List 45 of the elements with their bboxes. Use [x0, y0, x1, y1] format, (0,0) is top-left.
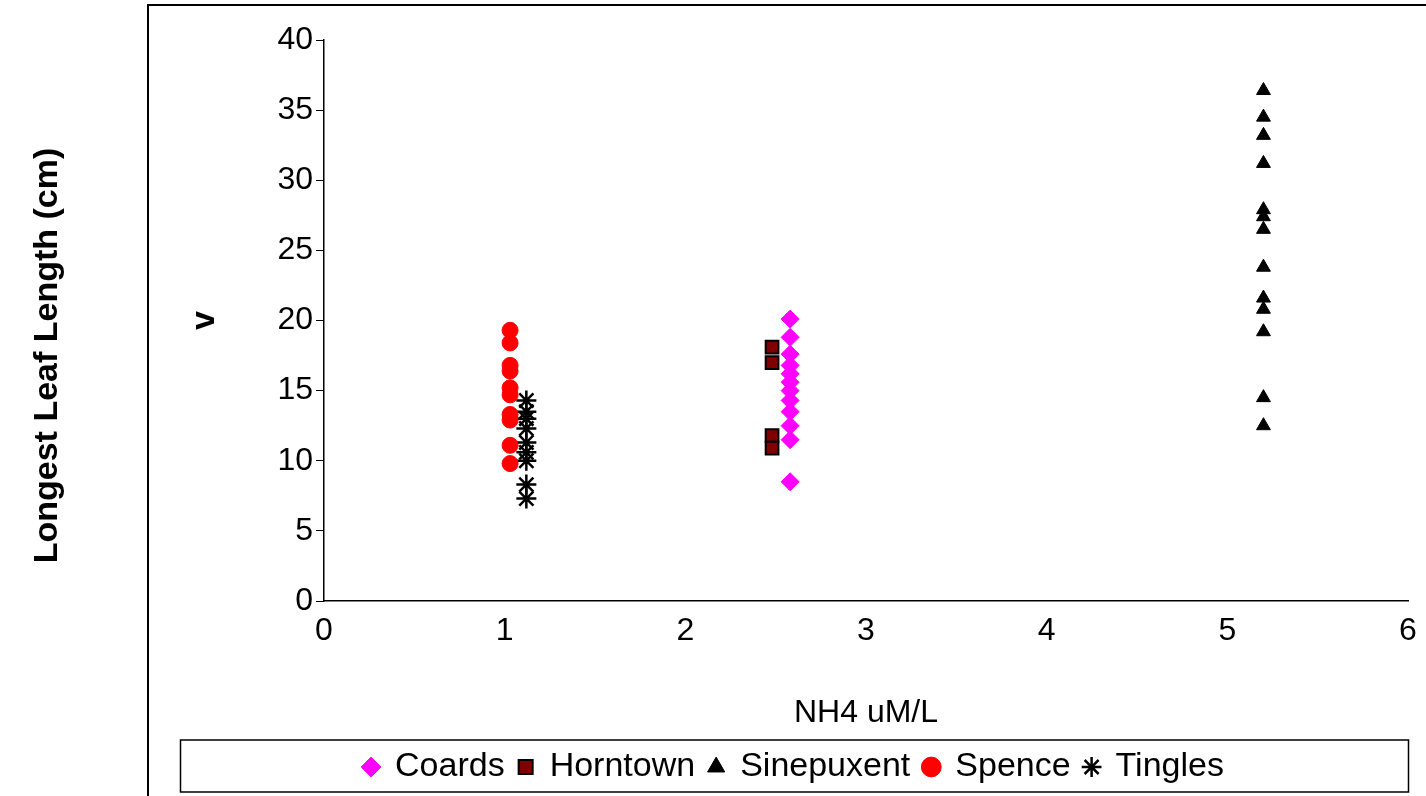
point — [1256, 289, 1271, 303]
x-tick-label: 4 — [1037, 611, 1056, 648]
y-tick-label: 30 — [277, 160, 313, 197]
y-tick-label: 25 — [277, 230, 313, 267]
x-axis-title: NH4 uM/L — [793, 692, 939, 729]
y-tick-label: 35 — [277, 89, 313, 126]
legend-label: Tingles — [1115, 745, 1224, 784]
y-tick-label: 10 — [277, 440, 313, 477]
point — [1256, 389, 1271, 403]
point — [501, 436, 519, 454]
y-tick-label: 5 — [295, 510, 313, 547]
point — [1256, 154, 1271, 168]
point — [1256, 417, 1271, 431]
point — [515, 487, 538, 510]
y-tick-label: 20 — [277, 300, 313, 337]
point — [764, 440, 780, 456]
y-tick-label: 0 — [295, 580, 313, 617]
point — [501, 455, 519, 473]
point — [780, 309, 800, 329]
point — [1256, 323, 1271, 337]
point — [780, 430, 800, 450]
point — [1256, 220, 1271, 234]
y-tick-label: 40 — [277, 19, 313, 56]
legend-label: Coards — [395, 745, 505, 784]
point — [1256, 108, 1271, 122]
point — [1256, 258, 1271, 272]
legend-label: Sinepuxent — [740, 745, 911, 784]
point — [501, 334, 519, 352]
x-tick-label: 3 — [857, 611, 875, 648]
legend-label: Spence — [955, 745, 1071, 784]
point — [1256, 126, 1271, 140]
text: Longest Leaf Length (cm) — [26, 147, 65, 564]
y-axis-title: v — [182, 310, 221, 330]
x-tick-label: 2 — [676, 611, 695, 648]
y-tick-label: 15 — [277, 370, 313, 407]
point — [764, 355, 780, 370]
x-tick-label: 1 — [495, 611, 514, 648]
x-tick-label: 5 — [1218, 611, 1237, 648]
legend-label: Horntown — [549, 745, 696, 784]
point — [1256, 300, 1271, 314]
point — [1256, 81, 1271, 95]
point — [780, 472, 800, 492]
point — [764, 339, 780, 355]
point — [780, 327, 800, 347]
x-tick-label: 6 — [1399, 611, 1417, 648]
